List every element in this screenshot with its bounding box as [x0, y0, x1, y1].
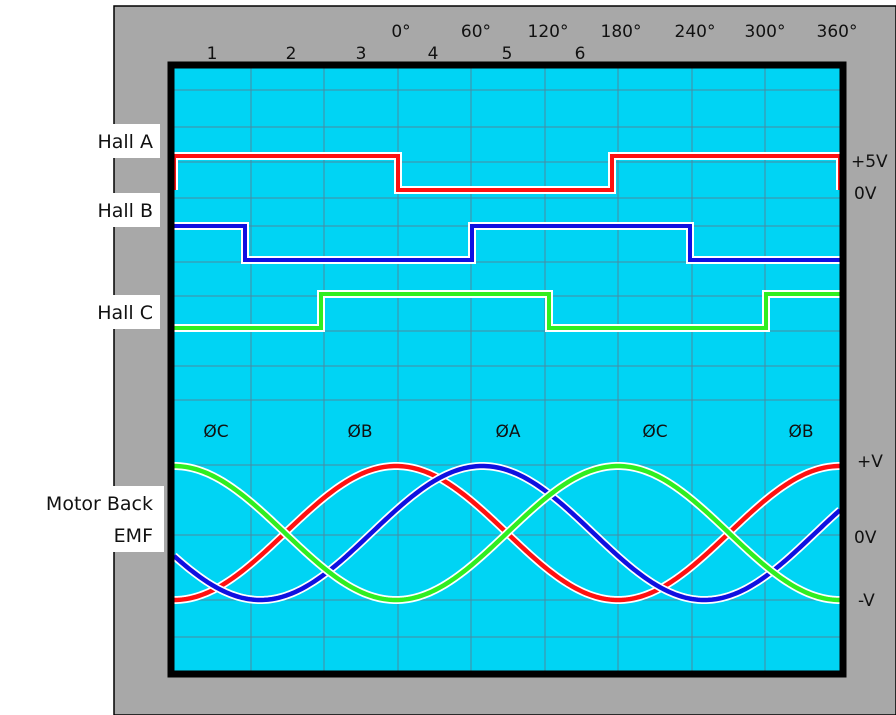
hall-a-label-box [74, 124, 160, 158]
phase-label: ØB [347, 422, 372, 442]
hall-c-trace [174, 292, 840, 330]
back-emf-label-box [0, 486, 164, 552]
angle-label: 300° [745, 22, 786, 42]
back-emf-label-line2: EMF [114, 525, 153, 547]
hall-b-label-box [74, 193, 160, 227]
hall-b-label: Hall B [97, 200, 153, 222]
back-emf-label-line1: Motor Back [46, 493, 153, 515]
step-number: 4 [428, 44, 439, 64]
hall-c-label: Hall C [97, 302, 153, 324]
angle-label: 180° [601, 22, 642, 42]
screen-border [167, 61, 847, 678]
step-number: 3 [356, 44, 367, 64]
scope-screen [171, 65, 843, 674]
emf-zero-voltage-label: 0V [854, 528, 877, 548]
phase-label: ØB [788, 422, 813, 442]
step-number: 2 [286, 44, 297, 64]
hall-low-voltage-label: 0V [854, 184, 877, 204]
phase-label: ØC [642, 422, 667, 442]
step-number: 5 [502, 44, 513, 64]
angle-labels: 0° 60° 120° 180° 240° 300° 360° [391, 22, 857, 42]
angle-label: 0° [391, 22, 410, 42]
hall-a-label: Hall A [97, 131, 153, 153]
step-number: 6 [575, 44, 586, 64]
angle-label: 60° [461, 22, 491, 42]
hall-high-voltage-label: +5V [851, 152, 888, 172]
step-numbers: 1 2 3 4 5 6 [207, 44, 586, 64]
step-number: 1 [207, 44, 218, 64]
phase-c-emf-trace [173, 463, 841, 603]
phase-label: ØC [203, 422, 228, 442]
phase-label: ØA [495, 422, 520, 442]
signal-traces [170, 152, 844, 605]
phase-b-emf-trace [172, 463, 842, 603]
angle-label: 120° [528, 22, 569, 42]
angle-label: 360° [817, 22, 858, 42]
hall-c-label-box [74, 295, 160, 329]
hall-b-trace [174, 224, 840, 262]
phase-labels: ØC ØB ØA ØC ØB [203, 422, 813, 442]
hall-a-trace [172, 154, 842, 192]
angle-label: 240° [675, 22, 716, 42]
emf-low-voltage-label: -V [858, 591, 875, 611]
emf-high-voltage-label: +V [857, 452, 883, 472]
